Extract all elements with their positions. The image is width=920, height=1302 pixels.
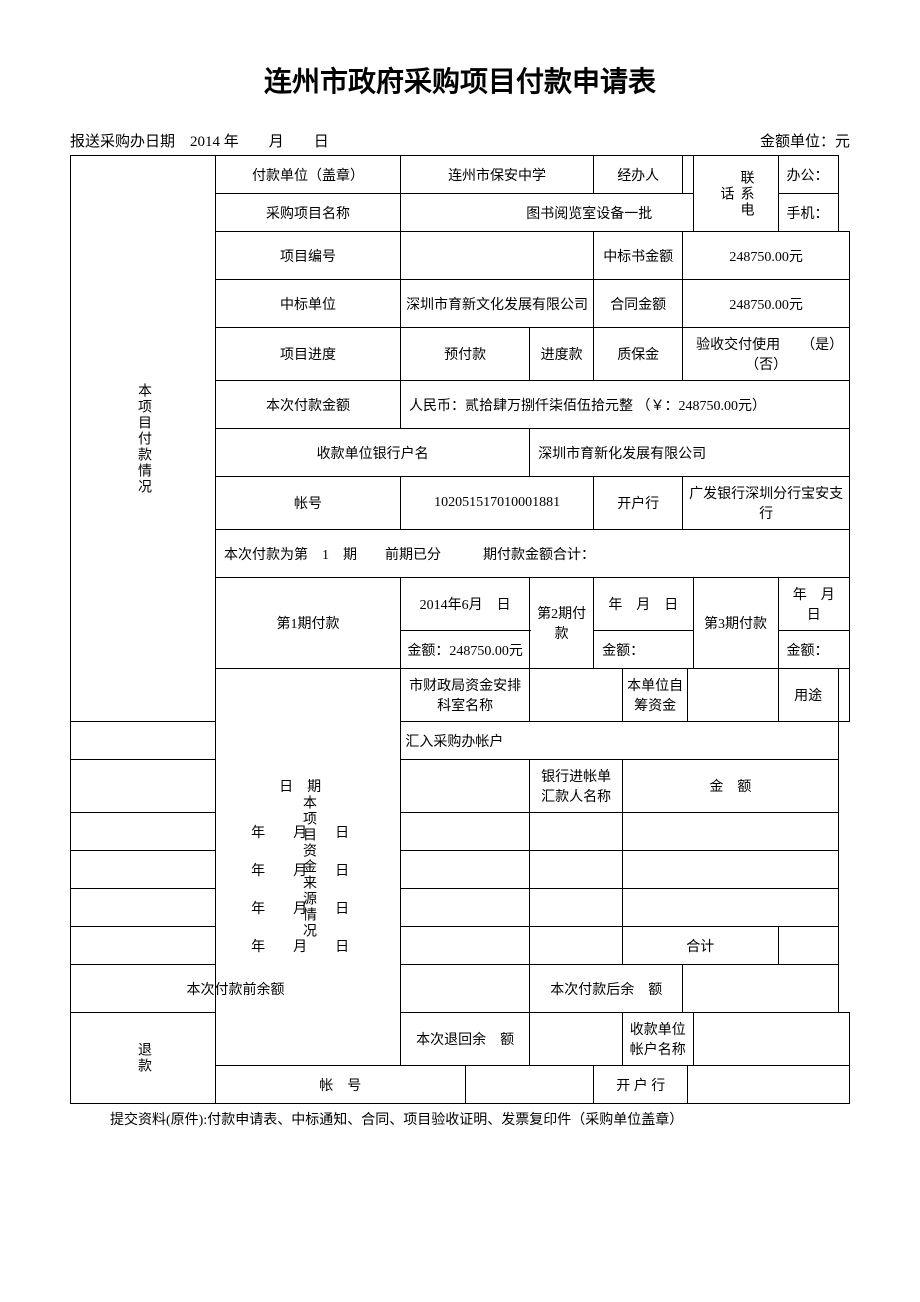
amount-unit: 金额单位：元: [760, 130, 850, 151]
application-table: 本项目付款情况 付款单位（盖章） 连州市保安中学 经办人 联系电话 办公： 采购…: [70, 155, 850, 1104]
usage-label: 用途: [778, 669, 838, 722]
refund-bank-value: [688, 1066, 850, 1104]
payer-unit-value: 连州市保安中学: [401, 156, 594, 194]
amt-2: [622, 851, 838, 889]
refund-balance-value: [530, 1013, 623, 1066]
slip-2: [530, 851, 623, 889]
p3-date: 年 月 日: [778, 578, 850, 631]
submit-date: 报送采购办日期 2014 年 月 日: [70, 130, 329, 151]
handler-value: [683, 156, 693, 194]
refund-balance-label: 本次退回余 额: [401, 1013, 530, 1066]
acceptance-label: 验收交付使用 （是） （否）: [683, 328, 850, 381]
winner-label: 中标单位: [216, 280, 401, 328]
account-no-label: 帐号: [216, 477, 401, 530]
p3-amount: 金额：: [778, 631, 850, 669]
balance-after-label: 本次付款后余 额: [530, 965, 683, 1013]
progress-pay-label: 进度款: [530, 328, 594, 381]
footer-note: 提交资料(原件):付款申请表、中标通知、合同、项目验收证明、发票复印件（采购单位…: [70, 1110, 850, 1131]
transfer-header: 汇入采购办帐户: [71, 722, 839, 760]
bank-label: 开户行: [594, 477, 683, 530]
project-name-label: 采购项目名称: [216, 194, 401, 232]
payee-bank-name-value: 深圳市育新化发展有限公司: [530, 429, 850, 477]
p1-amount: 金额：248750.00元: [401, 631, 530, 669]
account-no-value: 102051517010001881: [401, 477, 594, 530]
this-pay-amount-value: 人民币：贰拾肆万捌仟柒佰伍拾元整 （￥：248750.00元）: [401, 381, 850, 429]
balance-after-value: [683, 965, 839, 1013]
finance-dept-value: [530, 669, 623, 722]
payee-account-name-value: [693, 1013, 850, 1066]
mobile-label: 手机：: [778, 194, 838, 232]
section1-label: 本项目付款情况: [71, 156, 216, 722]
winner-value: 深圳市育新文化发展有限公司: [401, 280, 594, 328]
total-value: [778, 927, 838, 965]
p2-label: 第2期付款: [530, 578, 594, 669]
bank-value: 广发银行深圳分行宝安支行: [683, 477, 850, 530]
p3-label: 第3期付款: [693, 578, 778, 669]
self-fund-label: 本单位自筹资金: [622, 669, 687, 722]
contract-amount-label: 合同金额: [594, 280, 683, 328]
quality-deposit-label: 质保金: [594, 328, 683, 381]
total-label: 合计: [622, 927, 778, 965]
p1-date: 2014年6月 日: [401, 578, 530, 631]
balance-before-value: [401, 965, 530, 1013]
bid-amount-value: 248750.00元: [683, 232, 850, 280]
contract-amount-value: 248750.00元: [683, 280, 850, 328]
page-title: 连州市政府采购项目付款申请表: [70, 60, 850, 100]
slip-3: [530, 889, 623, 927]
payee-account-name-label: 收款单位帐户名称: [622, 1013, 693, 1066]
balance-before-label: 本次付款前余额: [71, 965, 401, 1013]
payee-bank-name-label: 收款单位银行户名: [216, 429, 530, 477]
amt-3: [622, 889, 838, 927]
installment-text: 本次付款为第 1 期 前期已分 期付款金额合计：: [216, 530, 850, 578]
p2-amount: 金额：: [594, 631, 693, 669]
p2-date: 年 月 日: [594, 578, 693, 631]
amount-label: 金 额: [622, 760, 838, 813]
refund-bank-label: 开 户 行: [594, 1066, 688, 1104]
refund-account-no-label: 帐 号: [216, 1066, 466, 1104]
bank-slip-label: 银行进帐单汇款人名称: [530, 760, 623, 813]
slip-1: [530, 813, 623, 851]
amt-1: [622, 813, 838, 851]
usage-value: [838, 669, 849, 722]
project-no-label: 项目编号: [216, 232, 401, 280]
this-pay-amount-label: 本次付款金额: [216, 381, 401, 429]
section3-label: 退款: [71, 1013, 216, 1104]
payer-unit-label: 付款单位（盖章）: [216, 156, 401, 194]
p1-label: 第1期付款: [216, 578, 401, 669]
project-no-value: [401, 232, 594, 280]
slip-4: [530, 927, 623, 965]
progress-label: 项目进度: [216, 328, 401, 381]
header-row: 报送采购办日期 2014 年 月 日 金额单位：元: [70, 130, 850, 151]
handler-label: 经办人: [594, 156, 683, 194]
refund-account-no-value: [465, 1066, 594, 1104]
office-label: 办公：: [778, 156, 838, 194]
self-fund-value: [688, 669, 778, 722]
prepay-label: 预付款: [401, 328, 530, 381]
bid-amount-label: 中标书金额: [594, 232, 683, 280]
finance-dept-label: 市财政局资金安排科室名称: [401, 669, 530, 722]
